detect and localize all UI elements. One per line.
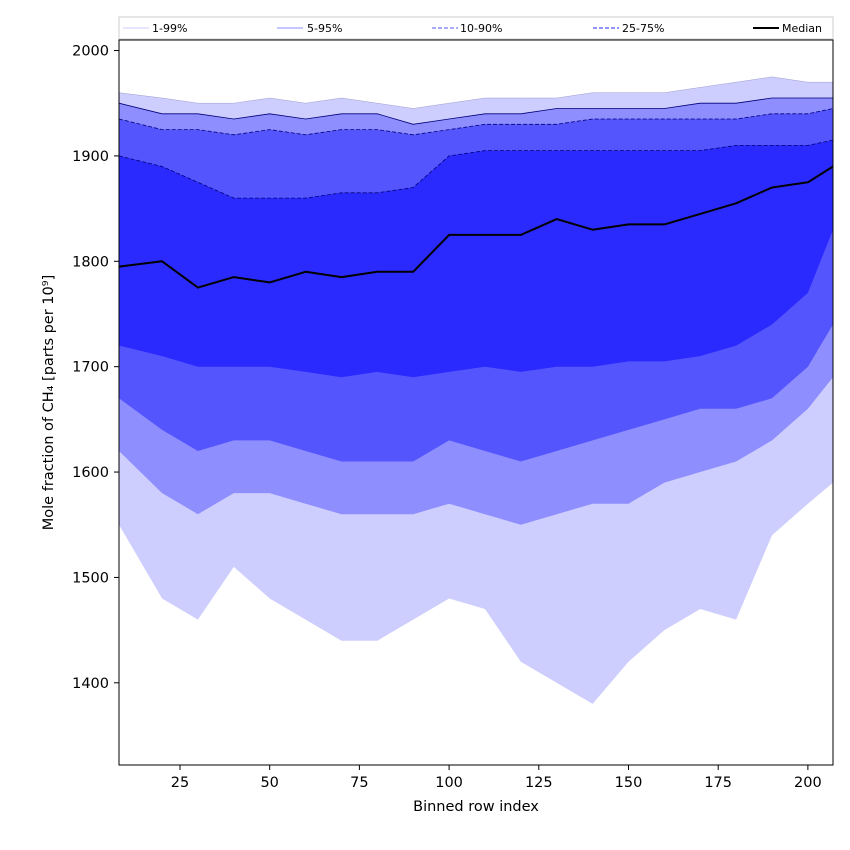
y-axis-label: Mole fraction of CH₄ [parts per 10⁹]: [41, 275, 57, 530]
median-line: [118, 165, 834, 289]
y-tick-label: 1500: [72, 570, 109, 586]
band-edge-lines: [118, 76, 834, 199]
y-tick-label: 1600: [72, 465, 109, 481]
y-tick-label: 1400: [72, 676, 109, 692]
legend-label: 10-90%: [460, 22, 502, 35]
x-tick-label: 50: [260, 775, 278, 791]
legend-label: Median: [782, 22, 822, 35]
y-tick-label: 2000: [72, 44, 109, 60]
legend-box: [118, 16, 834, 40]
x-tick-label: 150: [615, 775, 643, 791]
band-upper-edge-10-90%: [118, 108, 834, 136]
legend-label: 1-99%: [152, 22, 187, 35]
x-tick-label: 75: [350, 775, 368, 791]
plot-frame: [118, 39, 834, 766]
y-axis: 1400 1500 1600 1700 1800 1900 2000: [72, 44, 119, 692]
x-axis: 25 50 75 100 125 150 175 200: [171, 765, 822, 791]
band-25-75%: [119, 140, 833, 378]
band-upper-edge-1-99%: [118, 76, 833, 109]
bands-layer: [119, 76, 833, 704]
x-axis-label: Binned row index: [413, 799, 539, 815]
x-tick-label: 25: [171, 775, 189, 791]
y-tick-label: 1800: [72, 254, 109, 270]
x-tick-label: 175: [704, 775, 732, 791]
median-layer: [118, 165, 834, 289]
y-tick-label: 1900: [72, 149, 109, 165]
legend-label: 5-95%: [307, 22, 342, 35]
band-upper-edge-5-95%: [118, 97, 833, 125]
y-tick-label: 1700: [72, 360, 109, 376]
x-tick-label: 200: [794, 775, 822, 791]
x-tick-label: 100: [435, 775, 463, 791]
legend: 1-99% 5-95% 10-90% 25-75% Median: [118, 16, 834, 40]
band-upper-edge-25-75%: [118, 139, 834, 199]
legend-label: 25-75%: [622, 22, 664, 35]
x-tick-label: 125: [525, 775, 553, 791]
